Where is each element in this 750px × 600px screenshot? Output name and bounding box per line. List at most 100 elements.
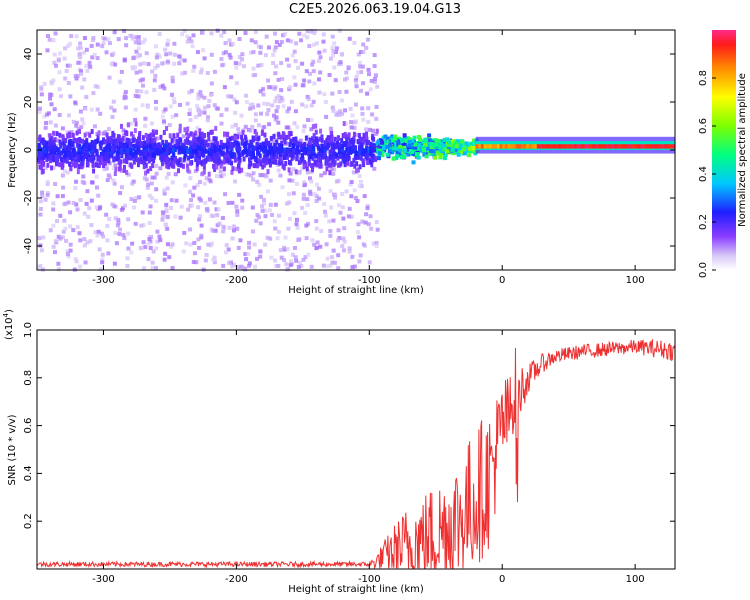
spectrogram-cell (82, 180, 87, 185)
spectrogram-cell (142, 176, 147, 181)
spectrogram-cell (198, 148, 202, 154)
spectrogram-cell (149, 132, 153, 138)
spectrogram-cell (185, 101, 190, 106)
spectrogram-cell (209, 130, 213, 136)
spectrogram-cell (212, 136, 216, 142)
spectrogram-cell (53, 137, 57, 143)
spectrogram-cell (177, 141, 181, 147)
spectrogram-cell (155, 150, 159, 156)
spectrogram-cell (234, 65, 239, 70)
spectrogram-cell (215, 106, 220, 111)
spectrogram-cell (179, 137, 183, 143)
spectrogram-cell (122, 167, 126, 173)
spectrogram-cell (275, 139, 279, 145)
spectrogram-cell (130, 131, 134, 137)
spectrogram-cell (84, 47, 89, 52)
spectrogram-cell (130, 36, 135, 41)
spectrogram-cell (186, 149, 190, 155)
spectrogram-cell (123, 158, 127, 164)
spectrogram-cell (341, 147, 345, 153)
spectrogram-cell (208, 93, 213, 98)
spectrogram-cell (145, 105, 150, 110)
spectrogram-cell (314, 41, 319, 46)
spectrogram-cell (55, 219, 60, 224)
spectrogram-cell (315, 162, 319, 168)
spectrogram-cell (299, 38, 304, 43)
spectrogram-cell (82, 237, 87, 242)
spectrogram-cell (98, 267, 103, 272)
spectrogram-cell (38, 263, 43, 268)
spectrogram-cell (126, 217, 131, 222)
spectrogram-cell (332, 195, 337, 200)
spectrogram-cell (237, 131, 242, 136)
spectrogram-cell (160, 217, 165, 222)
spectrogram-cell (68, 242, 73, 247)
spectrogram-cell (336, 228, 341, 233)
spectrogram-cell (366, 37, 371, 42)
spectrogram-cell (95, 84, 100, 89)
spectrogram-cell (317, 90, 322, 95)
spectrogram-cell (191, 33, 196, 38)
spectrogram-cell (423, 137, 428, 142)
spectrogram-cell (220, 216, 225, 221)
spectrogram-cell (282, 155, 286, 161)
spectrogram-cell (291, 167, 296, 172)
spectrogram-cell (285, 201, 290, 206)
spectrogram-cell (235, 145, 239, 151)
spectrogram-cell (96, 134, 100, 140)
spectrogram-cell (365, 206, 370, 211)
y-tick-label: 0.4 (23, 465, 34, 481)
spectrogram-cell (297, 31, 302, 36)
spectrogram-cell (364, 148, 368, 154)
spectrogram-cell (305, 149, 309, 155)
spectrogram-cell (256, 63, 261, 68)
spectrogram-cell (84, 64, 89, 69)
spectrogram-cell (81, 174, 86, 179)
spectrogram-cell (65, 249, 70, 254)
spectrogram-cell (144, 155, 148, 161)
spectrogram-cell (172, 163, 176, 169)
spectrogram-cell (645, 144, 649, 149)
spectrogram-cell (411, 160, 416, 165)
spectrogram-cell (256, 150, 260, 156)
spectrogram-cell (327, 162, 331, 168)
spectrogram-cell (243, 148, 247, 154)
spectrogram-cell (51, 223, 56, 228)
spectrogram-cell (257, 159, 261, 165)
spectrogram-cell (148, 144, 152, 150)
spectrogram-cell (141, 240, 146, 245)
spectrogram-cell (277, 142, 281, 148)
spectrogram-cell (322, 48, 327, 53)
spectrogram-cell (215, 164, 219, 170)
spectrogram-cell (59, 156, 63, 162)
spectrogram-cell (285, 154, 289, 160)
spectrogram-cell (233, 135, 237, 141)
spectrogram-cell (512, 144, 517, 149)
spectrogram-cell (70, 158, 74, 164)
spectrogram-cell (419, 148, 424, 153)
spectrogram-cell (195, 147, 199, 153)
spectrogram-cell (222, 172, 227, 177)
spectrogram-cell (321, 143, 325, 149)
spectrogram-cell (80, 117, 85, 122)
spectrogram-cell (123, 89, 128, 94)
spectrogram-cell (462, 147, 467, 152)
spectrogram-cell (338, 60, 343, 65)
spectrogram-cell (324, 242, 329, 247)
spectrogram-cell (374, 116, 379, 121)
spectrogram-cell (274, 147, 278, 153)
spectrogram-cell (429, 149, 434, 154)
spectrogram-cell (45, 156, 49, 162)
spectrogram-cell (287, 159, 291, 165)
spectrogram-cell (101, 41, 106, 46)
spectrogram-cell (111, 130, 115, 136)
spectrogram-cell (147, 210, 152, 215)
spectrogram-cell (122, 236, 127, 241)
chart-title: C2E5.2026.063.19.04.G13 (288, 2, 462, 17)
spectrogram-cell (201, 48, 206, 53)
spectrogram-cell (352, 264, 357, 269)
spectrogram-cell (466, 153, 471, 158)
spectrogram-cell (187, 112, 192, 117)
spectrogram-cell (140, 77, 145, 82)
spectrogram-cell (292, 148, 296, 154)
